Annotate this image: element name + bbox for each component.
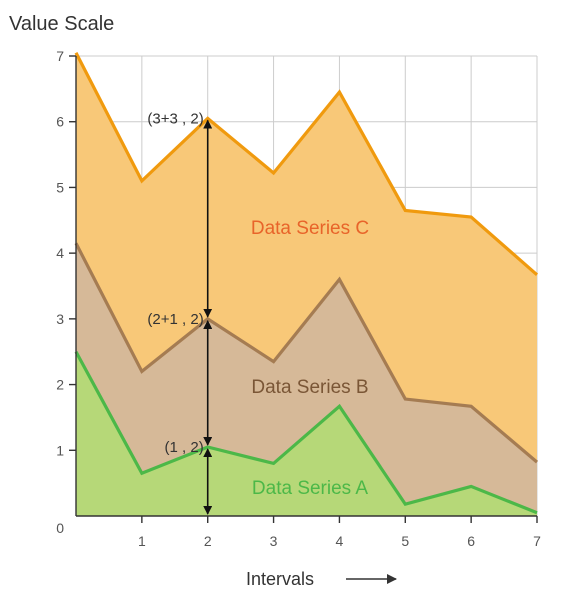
x-tick-label: 4 — [336, 533, 344, 549]
chart-title: Value Scale — [9, 13, 114, 35]
data-series-a-line — [74, 350, 538, 515]
x-tick-label: 1 — [138, 533, 146, 549]
data-series-a-label: Data Series A — [252, 478, 368, 499]
y-tick-label: 7 — [56, 48, 64, 64]
tick-labels: 1 2 3 4 5 6 7 1 2 3 4 5 6 7 0 — [56, 48, 541, 549]
data-series-c-label: Data Series C — [251, 218, 369, 239]
point-annotation: (1 , 2) — [165, 439, 204, 456]
point-annotations: (1 , 2) (2+1 , 2) (3+3 , 2) — [147, 110, 203, 456]
x-axis-label: Intervals — [246, 569, 314, 589]
data-series-c-line — [74, 51, 539, 277]
y-tick-label: 6 — [56, 114, 64, 130]
y-tick-label: 1 — [56, 442, 64, 458]
axes — [69, 55, 538, 523]
series-labels: Data Series A Data Series B Data Series C — [251, 218, 369, 499]
x-tick-label: 6 — [467, 533, 475, 549]
x-tick-label: 2 — [204, 533, 212, 549]
origin-label: 0 — [56, 520, 64, 536]
data-series-c-area — [76, 52, 537, 463]
x-tick-label: 3 — [270, 533, 278, 549]
y-tick-label: 2 — [56, 377, 64, 393]
point-annotation: (2+1 , 2) — [147, 311, 203, 328]
series-lines — [74, 51, 539, 515]
y-tick-label: 4 — [56, 245, 64, 261]
x-tick-label: 5 — [401, 533, 409, 549]
area-fills — [76, 52, 537, 516]
point-annotation: (3+3 , 2) — [147, 110, 203, 127]
y-tick-label: 3 — [56, 311, 64, 327]
data-series-a-area — [76, 351, 537, 516]
x-tick-label: 7 — [533, 533, 541, 549]
data-series-b-label: Data Series B — [251, 377, 368, 398]
data-series-b-line — [74, 242, 539, 464]
data-series-b-area — [76, 243, 537, 513]
y-tick-label: 5 — [56, 179, 64, 195]
